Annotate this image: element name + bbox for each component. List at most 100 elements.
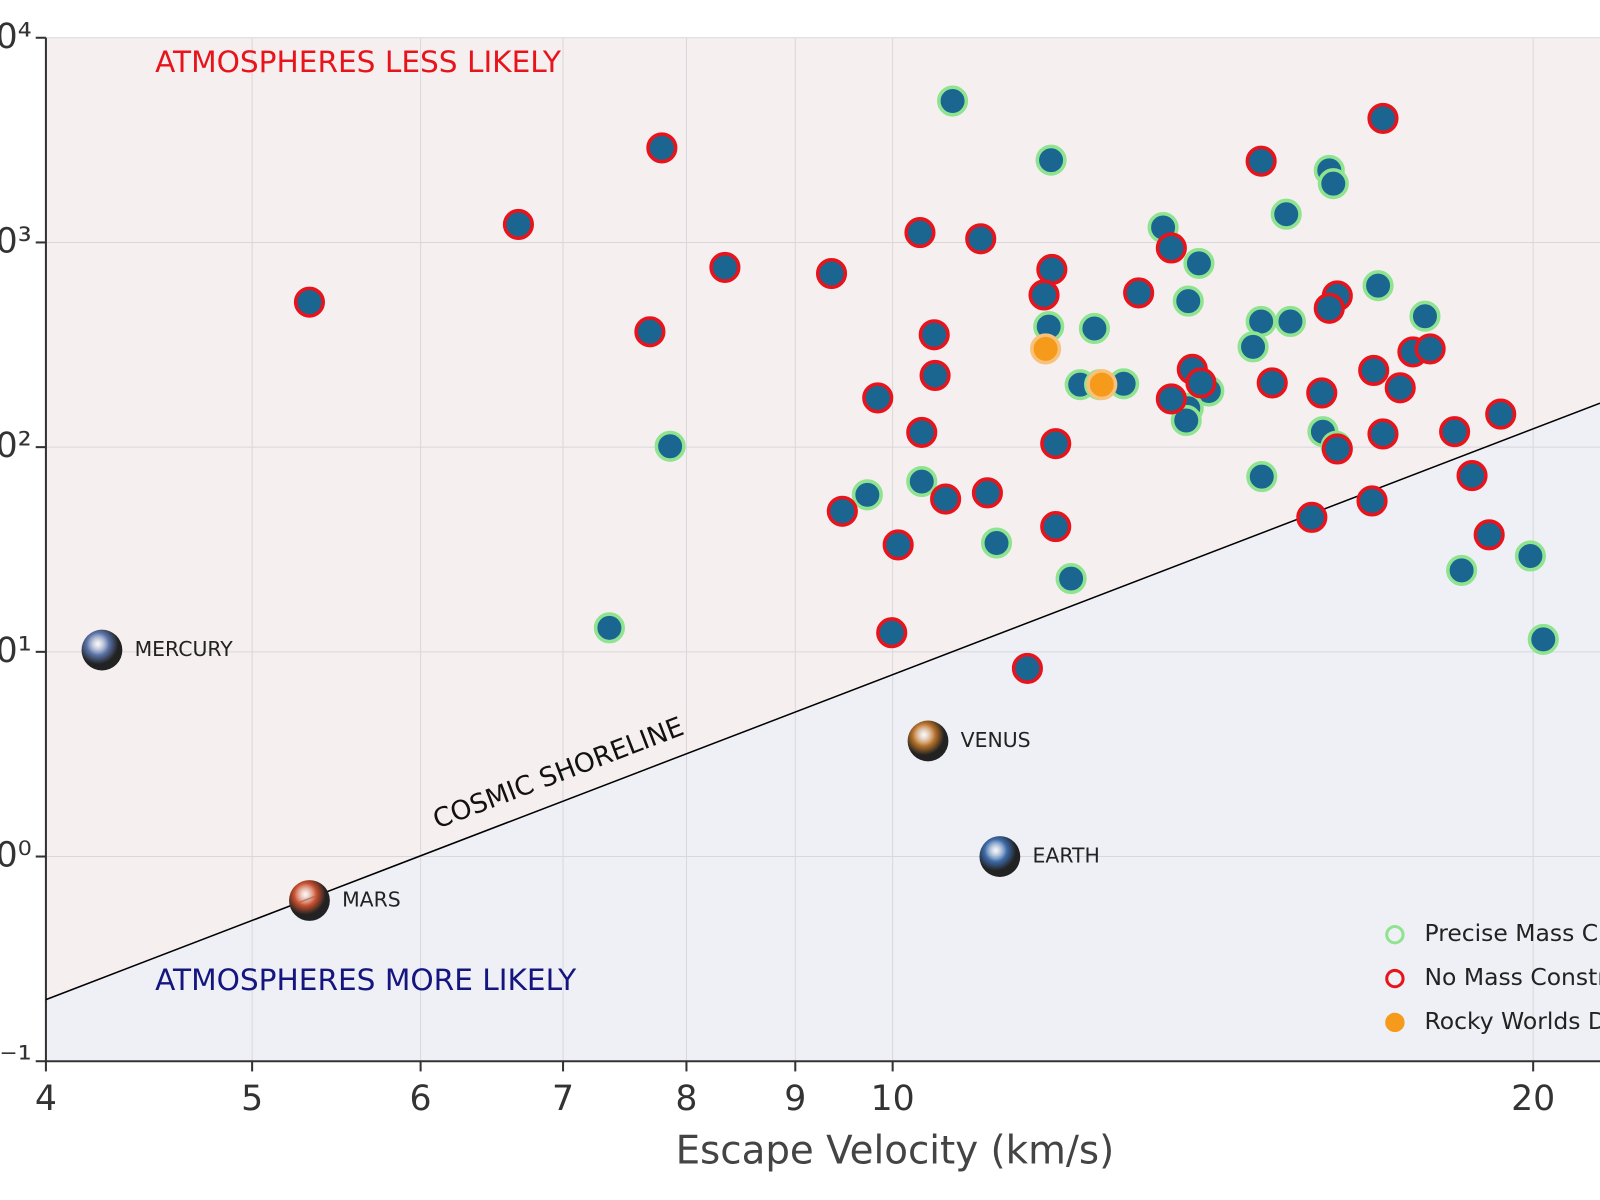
y-tick-label: 10² xyxy=(0,426,32,466)
point xyxy=(1035,144,1067,176)
planet-label: EARTH xyxy=(1032,844,1099,868)
point xyxy=(1384,372,1416,404)
point xyxy=(937,85,969,117)
legend-marker xyxy=(1385,968,1405,989)
point xyxy=(1185,367,1217,399)
x-tick-label: 10 xyxy=(871,1079,915,1119)
point xyxy=(1078,312,1110,345)
point xyxy=(1306,377,1338,409)
planet-label: VENUS xyxy=(961,728,1031,752)
point xyxy=(930,483,962,515)
x-tick-label: 20 xyxy=(1511,1079,1555,1119)
point xyxy=(1011,652,1043,684)
point xyxy=(826,495,858,527)
plot-background xyxy=(45,37,1600,1062)
y-tick-label: 10⁻¹ xyxy=(0,1040,32,1080)
point xyxy=(1356,485,1388,517)
planet xyxy=(81,629,123,671)
point xyxy=(1367,102,1399,134)
legend-label: Rocky Worlds D xyxy=(1424,1007,1600,1035)
point xyxy=(1414,333,1446,365)
point xyxy=(1086,369,1118,401)
planet-label: MARS xyxy=(342,887,401,911)
point xyxy=(1317,168,1349,200)
point xyxy=(1296,501,1328,533)
point xyxy=(1358,354,1390,386)
x-tick-label: 6 xyxy=(410,1079,432,1119)
point xyxy=(654,430,686,462)
point xyxy=(502,208,534,241)
x-tick-label: 9 xyxy=(784,1079,806,1119)
point xyxy=(918,319,950,351)
region-lower xyxy=(45,403,1600,1062)
point xyxy=(882,529,914,561)
point xyxy=(634,316,666,348)
point xyxy=(906,416,938,448)
planet xyxy=(289,880,330,921)
x-tick-label: 8 xyxy=(675,1079,697,1119)
point xyxy=(1030,333,1062,365)
point xyxy=(1155,383,1187,415)
point xyxy=(815,257,848,290)
y-tick-label: 10⁴ xyxy=(0,17,32,57)
point xyxy=(1446,554,1478,586)
point xyxy=(1313,292,1345,324)
x-tick-label: 7 xyxy=(552,1079,574,1119)
point xyxy=(1183,247,1215,279)
point xyxy=(1439,416,1471,448)
legend-label: Precise Mass C xyxy=(1424,919,1598,947)
point xyxy=(1514,540,1546,572)
point xyxy=(1362,270,1394,302)
point xyxy=(906,465,938,498)
point xyxy=(965,223,997,255)
legend-label: No Mass Constr xyxy=(1424,963,1600,991)
region-label: ATMOSPHERES MORE LIKELY xyxy=(155,963,577,997)
point xyxy=(1321,433,1353,465)
point xyxy=(1028,279,1060,311)
point xyxy=(1245,145,1277,177)
point xyxy=(1473,519,1505,551)
point xyxy=(1040,428,1072,460)
point xyxy=(971,477,1003,509)
point xyxy=(1270,198,1302,230)
point xyxy=(1256,367,1288,399)
legend-marker xyxy=(1385,925,1405,945)
point xyxy=(1527,623,1559,655)
point xyxy=(1246,461,1278,493)
y-tick-label: 10¹ xyxy=(0,631,32,671)
planet xyxy=(979,836,1021,877)
y-tick-label: 10³ xyxy=(0,221,32,261)
point xyxy=(980,527,1013,559)
point xyxy=(1485,398,1517,430)
point xyxy=(1409,300,1441,332)
point xyxy=(709,251,741,283)
point xyxy=(904,217,936,249)
point xyxy=(1274,305,1307,338)
point xyxy=(851,479,883,511)
point xyxy=(1170,404,1202,437)
point xyxy=(293,286,326,318)
point xyxy=(1123,277,1155,309)
x-tick-label: 5 xyxy=(241,1079,263,1119)
point xyxy=(593,612,625,644)
grid: 4 5 6 7 8 9 10 20 10⁻¹ 10⁰ 10¹ 10² 10³ 10⁴ xyxy=(0,17,1600,1119)
point xyxy=(1155,232,1187,264)
point xyxy=(862,382,894,414)
point xyxy=(1237,331,1269,363)
region-label: ATMOSPHERES LESS LIKELY xyxy=(155,45,562,79)
x-axis-label: Escape Velocity (km/s) xyxy=(676,1129,1115,1174)
point xyxy=(1055,563,1087,595)
y-tick-label: 10⁰ xyxy=(0,836,32,876)
point xyxy=(1040,511,1072,543)
point xyxy=(1036,253,1068,286)
point xyxy=(1367,418,1399,450)
x-tick-label: 4 xyxy=(35,1079,57,1119)
planet-label: MERCURY xyxy=(135,637,234,661)
planet xyxy=(907,720,949,762)
point xyxy=(876,617,908,649)
point xyxy=(646,132,678,164)
point xyxy=(1172,285,1204,317)
legend-marker xyxy=(1385,1012,1405,1033)
